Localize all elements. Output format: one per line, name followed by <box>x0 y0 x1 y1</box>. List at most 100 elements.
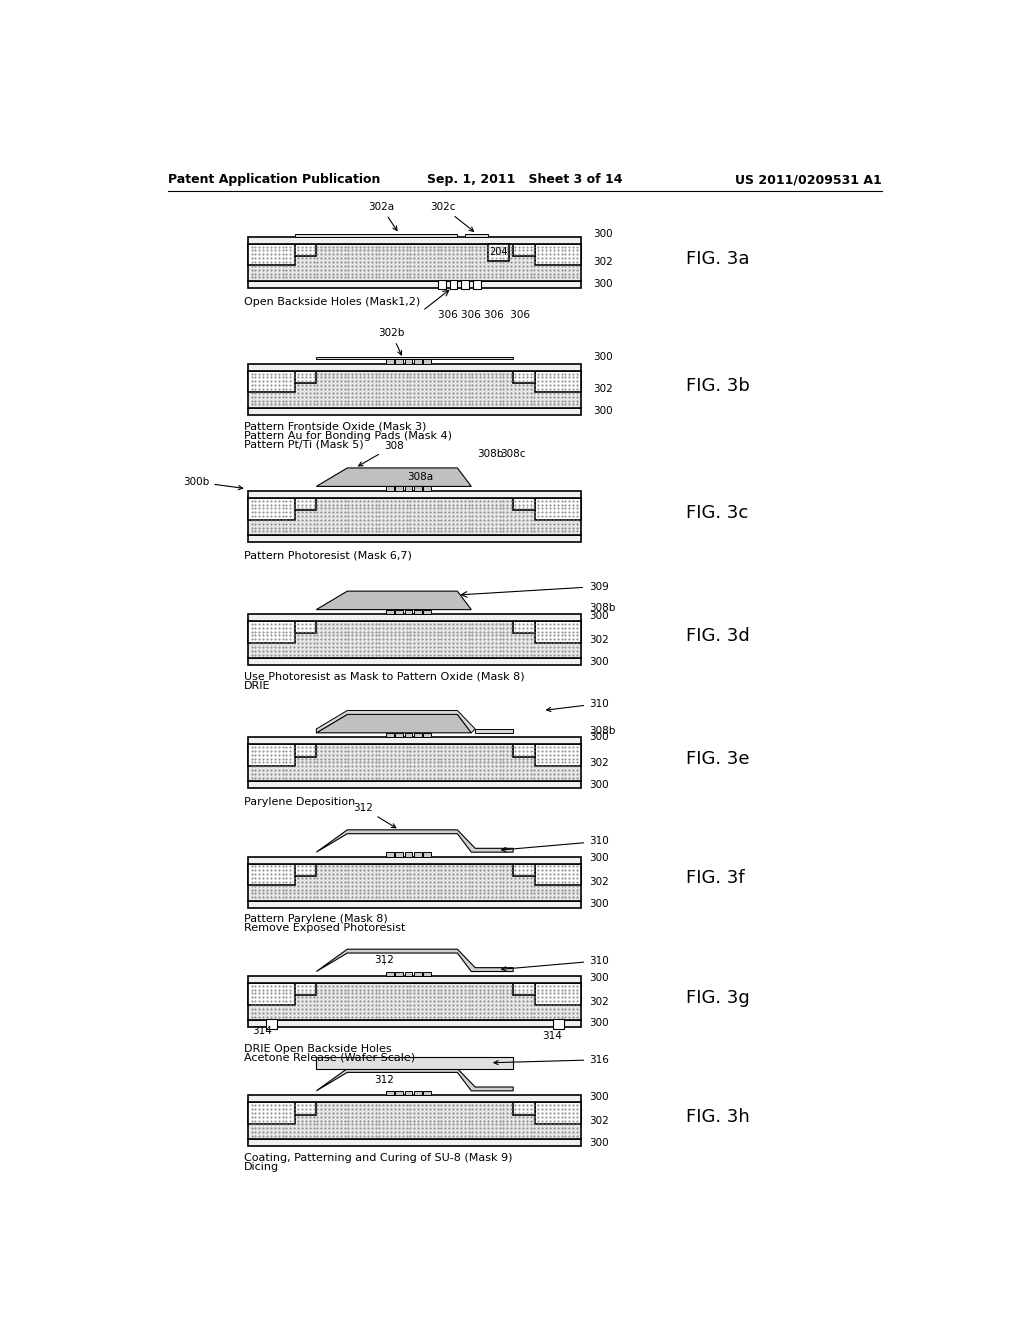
Bar <box>423 487 431 491</box>
Text: Pattern Parylene (Mask 8): Pattern Parylene (Mask 8) <box>245 915 388 924</box>
Text: Dicing: Dicing <box>245 1162 280 1172</box>
Bar <box>248 622 582 659</box>
Text: 302c: 302c <box>430 202 474 231</box>
Bar <box>535 244 582 265</box>
Bar <box>248 1102 295 1125</box>
Polygon shape <box>316 949 513 972</box>
Text: 308a: 308a <box>407 473 433 482</box>
Bar <box>414 487 422 491</box>
Bar <box>395 610 403 614</box>
Bar <box>248 1139 582 1146</box>
Bar <box>386 1090 394 1096</box>
Bar <box>553 1019 563 1030</box>
Bar <box>404 972 413 977</box>
Bar <box>414 733 422 738</box>
Text: 300: 300 <box>589 1092 608 1102</box>
Text: Pattern Au for Bonding Pads (Mask 4): Pattern Au for Bonding Pads (Mask 4) <box>245 430 453 441</box>
Bar <box>386 610 394 614</box>
Bar <box>473 280 480 289</box>
Bar <box>395 487 403 491</box>
Text: 316: 316 <box>494 1055 609 1065</box>
Bar <box>404 487 413 491</box>
Text: FIG. 3d: FIG. 3d <box>686 627 750 644</box>
Text: 302: 302 <box>593 384 612 395</box>
Bar <box>266 1019 276 1030</box>
Text: 300: 300 <box>593 351 612 362</box>
Bar <box>248 614 582 622</box>
Bar <box>248 744 295 766</box>
Bar <box>248 371 582 408</box>
Bar <box>386 359 394 364</box>
Text: 309: 309 <box>589 582 609 593</box>
Bar <box>248 900 582 908</box>
Bar <box>248 238 582 244</box>
Text: 308b: 308b <box>477 449 503 459</box>
Text: 300: 300 <box>593 280 612 289</box>
Text: 300: 300 <box>593 407 612 416</box>
Text: 300: 300 <box>589 656 608 667</box>
Text: DRIE: DRIE <box>245 681 270 690</box>
Bar <box>248 1102 582 1139</box>
Bar <box>423 853 431 857</box>
Bar <box>423 972 431 977</box>
Bar <box>414 972 422 977</box>
Text: 302: 302 <box>589 758 609 768</box>
Bar <box>513 1102 535 1114</box>
Text: 312: 312 <box>374 956 393 965</box>
Text: Remove Exposed Photoresist: Remove Exposed Photoresist <box>245 924 406 933</box>
Bar <box>423 1090 431 1096</box>
Text: 314: 314 <box>252 1026 272 1036</box>
Text: FIG. 3h: FIG. 3h <box>686 1107 750 1126</box>
Bar <box>475 729 513 733</box>
Text: FIG. 3g: FIG. 3g <box>686 989 750 1007</box>
Bar <box>295 371 316 383</box>
Bar <box>248 857 582 863</box>
Bar <box>513 983 535 995</box>
Bar <box>248 1096 582 1102</box>
Text: 302: 302 <box>593 257 612 268</box>
Bar <box>513 371 535 383</box>
Text: FIG. 3c: FIG. 3c <box>686 504 749 521</box>
Bar <box>423 359 431 364</box>
Bar <box>423 610 431 614</box>
Text: 308c: 308c <box>500 449 525 459</box>
Bar <box>248 244 582 281</box>
Text: 300: 300 <box>589 1138 608 1148</box>
Bar <box>248 977 582 983</box>
Bar <box>295 244 316 256</box>
Text: 302: 302 <box>589 1115 609 1126</box>
Polygon shape <box>316 714 471 733</box>
Bar <box>248 744 582 781</box>
Text: 310: 310 <box>547 698 609 711</box>
Bar <box>450 280 458 289</box>
Text: DRIE Open Backside Holes: DRIE Open Backside Holes <box>245 1044 392 1053</box>
Text: 302: 302 <box>589 997 609 1007</box>
Polygon shape <box>316 469 471 487</box>
Text: 300: 300 <box>589 973 608 982</box>
Bar <box>414 1090 422 1096</box>
Bar <box>461 280 469 289</box>
Bar <box>248 498 295 520</box>
Text: 300b: 300b <box>183 477 243 490</box>
Bar <box>248 622 295 643</box>
Bar <box>535 744 582 766</box>
Text: 308: 308 <box>358 441 403 466</box>
Bar <box>248 983 295 1005</box>
Text: 300: 300 <box>589 733 608 742</box>
Bar <box>248 371 295 392</box>
Bar <box>513 863 535 876</box>
Bar <box>404 733 413 738</box>
Bar <box>248 1020 582 1027</box>
Bar <box>386 733 394 738</box>
Bar <box>487 244 509 261</box>
Bar <box>423 733 431 738</box>
Bar <box>395 853 403 857</box>
Bar <box>414 853 422 857</box>
Text: 300: 300 <box>589 853 608 863</box>
Text: 300: 300 <box>589 780 608 789</box>
Bar <box>248 863 295 886</box>
Bar <box>465 234 488 238</box>
Bar <box>248 781 582 788</box>
Text: 310: 310 <box>502 837 609 851</box>
Text: 300: 300 <box>589 611 608 620</box>
